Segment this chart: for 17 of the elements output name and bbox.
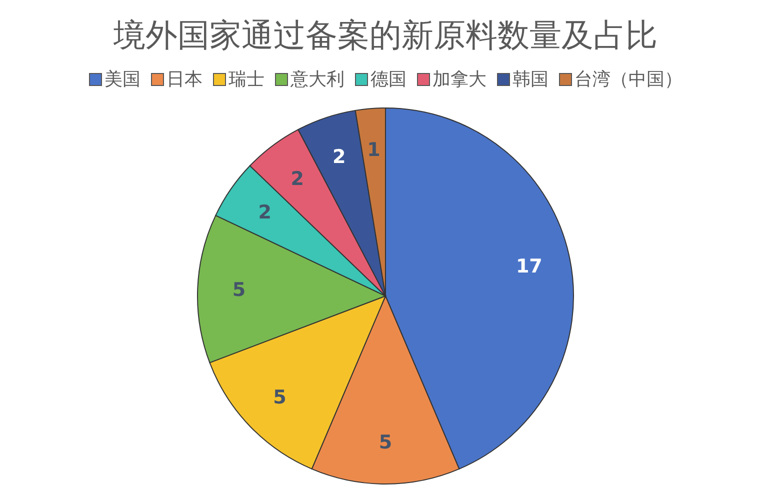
data-label: 5 <box>232 279 246 302</box>
data-label: 2 <box>258 202 272 224</box>
data-label: 17 <box>516 256 542 278</box>
data-label: 5 <box>378 432 392 454</box>
legend-label: 加拿大 <box>432 68 486 91</box>
legend-label: 韩国 <box>512 68 548 91</box>
legend-label: 德国 <box>370 68 406 91</box>
legend-label: 美国 <box>104 68 140 91</box>
legend-label: 日本 <box>166 68 202 91</box>
legend-label: 瑞士 <box>228 68 264 91</box>
chart-title: 境外国家通过备案的新原料数量及占比 <box>112 16 658 55</box>
legend-label: 台湾（中国） <box>574 68 682 91</box>
data-label: 5 <box>273 386 286 409</box>
data-label: 2 <box>290 168 304 190</box>
legend-label: 意大利 <box>290 68 344 91</box>
data-label: 2 <box>332 146 346 168</box>
data-label: 1 <box>367 138 380 161</box>
